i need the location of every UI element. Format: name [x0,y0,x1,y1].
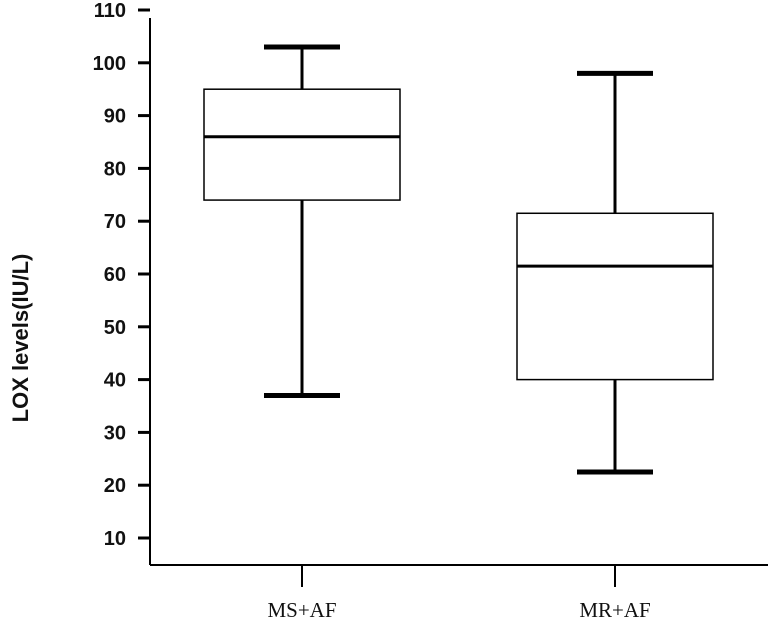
y-tick-label: 30 [104,422,126,444]
x-axis: MS+AF MR+AF [150,564,768,622]
y-tick-label: 70 [104,211,126,233]
y-tick-label: 90 [104,106,126,128]
iqr-box [516,212,714,381]
y-tick-label: 110 [94,0,126,22]
box-mr-af [516,70,714,475]
y-axis: 10 20 30 40 50 60 70 80 90 100 110 [93,0,151,565]
box-ms-af [203,44,401,398]
iqr-box [203,88,401,201]
y-tick-label: 50 [104,317,126,339]
y-tick-label: 80 [104,158,126,180]
y-tick-label: 100 [93,53,126,75]
y-tick-label: 10 [104,528,126,550]
y-tick-label: 60 [104,264,126,286]
y-tick-label: 20 [104,475,126,497]
y-axis-label: LOX levels(IU/L) [8,254,33,423]
y-tick-label: 40 [104,370,126,392]
x-category-label: MR+AF [579,598,650,622]
boxes [203,44,714,475]
x-category-label: MS+AF [267,598,336,622]
